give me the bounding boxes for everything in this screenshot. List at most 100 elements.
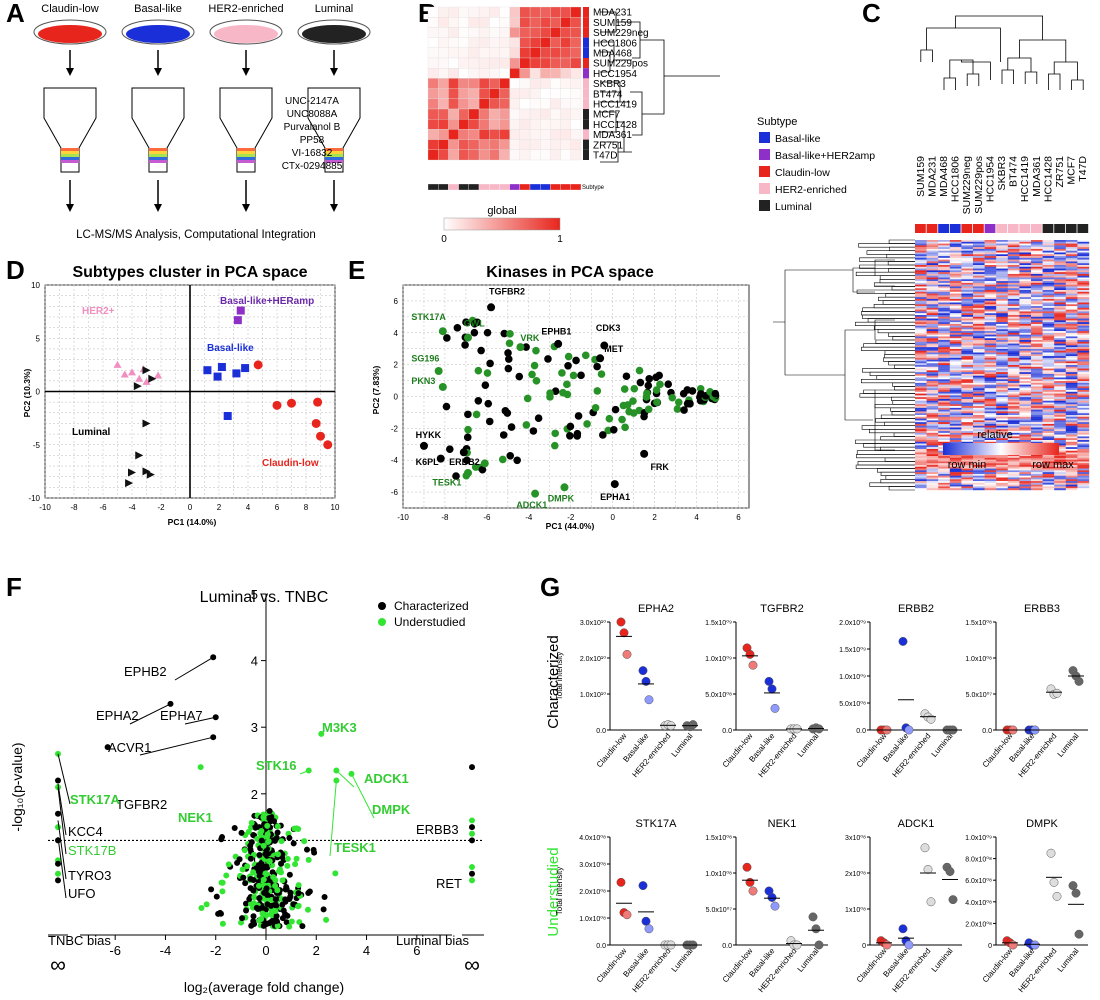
heat-cell <box>984 279 997 282</box>
heat-cell <box>1019 243 1032 246</box>
heat-cell <box>949 388 962 391</box>
kinase-characterized <box>644 381 653 390</box>
col-subtype-chip <box>1065 224 1077 233</box>
heat-cell <box>1054 452 1066 455</box>
heat-cell <box>1031 268 1043 271</box>
heat-cell <box>1019 348 1032 351</box>
heat-cell <box>1065 290 1078 292</box>
heat-cell <box>1077 456 1090 459</box>
heat-cell <box>984 340 997 342</box>
heat-cell <box>468 108 480 120</box>
heat-cell <box>1065 484 1078 487</box>
heat-cell <box>1065 395 1078 398</box>
heat-cell <box>1007 243 1020 246</box>
heat-cell <box>996 420 1008 423</box>
dish-culture <box>38 25 102 43</box>
kinase-characterized <box>483 328 492 337</box>
heat-cell <box>1042 473 1055 476</box>
heat-cell <box>938 486 950 489</box>
heat-cell <box>973 329 985 332</box>
heat-cell <box>961 284 974 287</box>
kinase-characterized <box>279 901 286 908</box>
heat-cell <box>509 57 520 69</box>
heat-cell <box>984 391 997 394</box>
heat-cell <box>949 356 962 359</box>
heat-cell <box>938 388 950 391</box>
dotplot-point <box>1074 676 1084 686</box>
heat-cell <box>949 431 962 434</box>
heat-cell <box>949 475 962 478</box>
heat-cell <box>915 323 927 326</box>
heat-cell <box>1042 470 1055 473</box>
heat-cell <box>1031 241 1043 244</box>
heat-cell <box>961 415 974 417</box>
heat-cell <box>1065 473 1078 476</box>
f-ytick: 2 <box>251 787 258 802</box>
dish-culture <box>126 25 190 43</box>
col-subtype-chip <box>519 183 531 191</box>
heat-cell <box>996 373 1008 376</box>
point-square <box>223 411 232 420</box>
heat-cell <box>961 420 974 423</box>
heat-cell <box>1042 390 1055 392</box>
heat-cell <box>961 247 974 250</box>
kinase-understudied <box>643 389 651 398</box>
d-ytick: -10 <box>28 494 40 503</box>
heat-cell <box>1077 481 1090 484</box>
heat-cell <box>570 149 582 161</box>
dotplot-ytick: 5.0x10⁰⁷ <box>706 906 733 914</box>
heat-cell <box>1065 450 1078 453</box>
heat-cell <box>540 88 551 99</box>
kinase-characterized <box>273 912 280 919</box>
heat-cell <box>996 297 1008 300</box>
heat-cell <box>1054 347 1066 350</box>
kinase-understudied <box>275 868 282 875</box>
heat-cell <box>949 313 962 316</box>
heat-cell <box>1065 438 1078 441</box>
heat-cell <box>1077 461 1090 464</box>
heat-cell <box>1065 397 1078 400</box>
heat-cell <box>1077 297 1090 300</box>
dotplot-point <box>638 666 648 676</box>
heat-cell <box>1007 323 1020 326</box>
heat-cell <box>915 375 927 378</box>
heat-cell <box>961 372 974 375</box>
heat-cell <box>996 427 1008 430</box>
heat-cell <box>1065 407 1078 410</box>
heat-cell <box>1054 468 1066 471</box>
heat-cell <box>961 397 974 400</box>
heat-cell <box>949 454 962 457</box>
kinase-understudied <box>203 901 210 908</box>
heat-cell <box>1019 420 1032 423</box>
heat-cell <box>1054 290 1066 292</box>
heat-cell <box>1042 475 1055 478</box>
heat-cell <box>938 459 950 462</box>
heat-cell <box>996 304 1008 307</box>
heat-cell <box>438 78 449 89</box>
heat-cell <box>1065 379 1078 382</box>
heat-cell <box>1007 241 1020 244</box>
heat-cell <box>996 391 1008 394</box>
heat-cell <box>1054 281 1066 284</box>
kinase-characterized <box>279 851 286 858</box>
heat-cell <box>1007 470 1020 473</box>
heat-cell <box>926 298 939 301</box>
heat-cell <box>570 78 582 89</box>
heat-cell <box>961 431 974 434</box>
heat-cell <box>938 473 950 476</box>
heat-cell <box>996 368 1008 371</box>
kinase-understudied <box>245 828 252 835</box>
heat-cell <box>915 290 927 292</box>
heat-cell <box>915 468 927 471</box>
d-xtick: -4 <box>128 503 136 512</box>
pca-e-ylabel: PC2 (7.83%) <box>371 366 381 415</box>
heat-cell <box>915 388 927 391</box>
heat-cell <box>996 381 1008 384</box>
heat-cell <box>984 388 997 391</box>
heat-cell <box>926 368 939 371</box>
heat-cell <box>1007 345 1020 348</box>
heat-cell <box>973 368 985 371</box>
heat-cell <box>1077 454 1090 457</box>
heat-cell <box>1007 382 1020 385</box>
heat-cell <box>478 37 490 48</box>
